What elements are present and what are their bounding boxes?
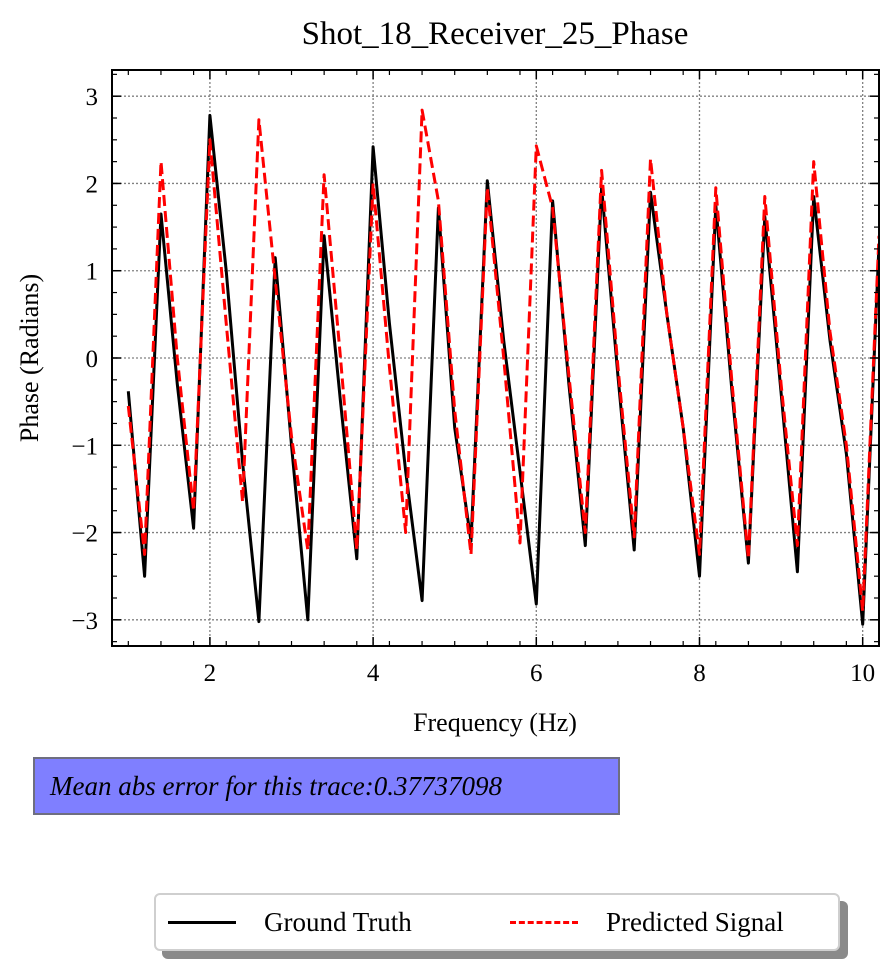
legend-swatch-solid [168, 920, 236, 924]
y-tick-label: −3 [71, 608, 98, 635]
predicted-signal-line [126, 108, 879, 613]
x-tick-label: 6 [530, 660, 543, 687]
legend-label: Predicted Signal [606, 906, 784, 937]
y-tick-label: 0 [86, 346, 99, 373]
mean-abs-error-text: Mean abs error for this trace:0.37737098 [50, 771, 502, 801]
axis-ticks [112, 70, 879, 646]
series-layer [126, 108, 879, 626]
y-tick-label: 1 [86, 259, 99, 286]
legend-item-ground-truth: Ground Truth [168, 895, 412, 949]
y-tick-label: −1 [71, 433, 98, 460]
x-tick-label: 10 [850, 660, 875, 687]
legend-swatch-dashed [510, 920, 578, 924]
grid [112, 70, 879, 646]
y-tick-label: 3 [86, 84, 99, 111]
legend-label: Ground Truth [264, 906, 412, 937]
phase-chart: Shot_18_Receiver_25_Phase 2 4 6 8 10 −3 −2 −1 0 1… [15, 16, 880, 737]
ground-truth-line [126, 113, 879, 626]
plot-frame [111, 69, 880, 647]
mean-abs-error-box: Mean abs error for this trace:0.37737098 [33, 757, 620, 815]
y-tick-label: −2 [71, 521, 98, 548]
tick-labels: 2 4 6 8 10 −3 −2 −1 0 1 2 3 [71, 84, 875, 687]
y-axis-label: Phase (Radians) [15, 274, 44, 442]
chart-title: Shot_18_Receiver_25_Phase [302, 16, 689, 52]
x-tick-label: 8 [693, 660, 706, 687]
legend-item-predicted-signal: Predicted Signal [510, 895, 784, 949]
x-tick-label: 4 [367, 660, 380, 687]
y-tick-label: 2 [86, 171, 99, 198]
x-tick-label: 2 [204, 660, 217, 687]
legend: Ground Truth Predicted Signal [154, 893, 840, 951]
x-axis-label: Frequency (Hz) [413, 708, 577, 737]
